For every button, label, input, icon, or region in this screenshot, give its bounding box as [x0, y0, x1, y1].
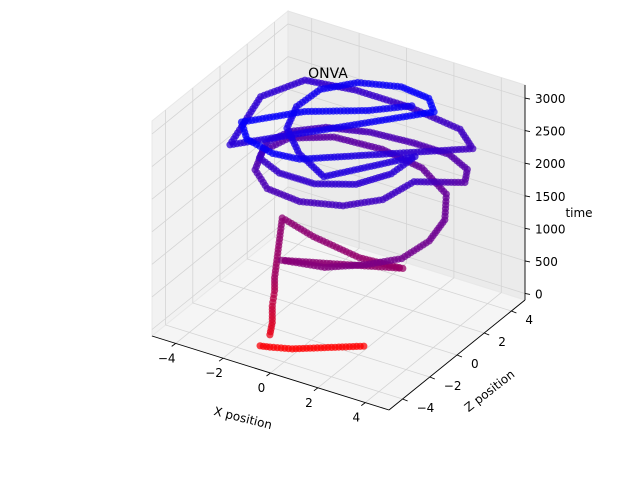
x-grid-line: [317, 62, 455, 389]
z-tick-mark: [524, 195, 531, 198]
z-tick-mark: [524, 260, 531, 263]
y-tick-mark: [456, 354, 463, 358]
x-grid-line: [365, 77, 502, 403]
data-point: [271, 274, 279, 282]
y-tick-label: −4: [417, 401, 435, 415]
x-tick-mark: [313, 387, 319, 392]
z-grid-line: [151, 56, 526, 167]
z-tick-label: 500: [535, 255, 558, 269]
data-point: [269, 149, 277, 157]
z-tick-label: 1000: [535, 222, 566, 236]
x-tick-label: 2: [305, 396, 313, 410]
chart-title: ONVA: [308, 66, 348, 82]
z-tick-label: 2000: [535, 157, 566, 171]
y-tick-label: −2: [444, 379, 462, 393]
x-tick-label: 4: [352, 411, 360, 425]
y-tick-mark: [511, 310, 517, 314]
z-tick-mark: [524, 227, 531, 230]
x-tick-mark: [171, 343, 176, 347]
y-tick-label: 0: [471, 357, 479, 371]
x-tick-mark: [266, 372, 271, 377]
x-tick-label: −2: [205, 366, 223, 380]
data-point: [320, 173, 328, 181]
x-tick-mark: [361, 402, 366, 406]
z-tick-mark: [524, 162, 531, 165]
data-point: [355, 254, 363, 262]
z-tick-label: 0: [535, 287, 543, 301]
data-points: [226, 76, 477, 353]
y-grid-line: [192, 88, 430, 378]
y-tick-mark: [429, 376, 435, 380]
z-tick-label: 3000: [535, 92, 566, 106]
y-tick-mark: [484, 332, 490, 336]
y-grid-line: [165, 110, 403, 400]
data-point: [256, 342, 264, 350]
z-tick-mark: [524, 97, 531, 100]
y-tick-label: 4: [525, 313, 533, 327]
z-tick-label: 2500: [535, 125, 566, 139]
data-point: [296, 198, 304, 206]
z-axis-label: time: [565, 206, 592, 220]
y-tick-label: 2: [498, 335, 506, 349]
z-tick-mark: [524, 130, 531, 133]
z-tick-mark: [524, 293, 531, 295]
z-grid-line: [151, 186, 526, 298]
y-grid-line: [219, 66, 458, 356]
x-tick-label: 0: [258, 381, 266, 395]
z-grid-line: [151, 23, 526, 135]
z-tick-label: 1500: [535, 190, 566, 204]
data-point: [278, 256, 286, 264]
data-point: [311, 180, 319, 188]
x-tick-label: −4: [158, 351, 176, 365]
x-grid-line: [222, 33, 360, 359]
x-tick-mark: [218, 357, 224, 362]
y-tick-mark: [402, 398, 408, 402]
data-point: [226, 141, 234, 149]
